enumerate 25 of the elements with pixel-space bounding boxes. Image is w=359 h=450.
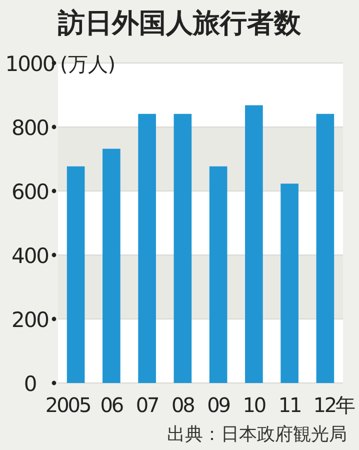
y-tick-label: 200 <box>11 308 49 332</box>
bar <box>174 114 192 383</box>
y-tick-label: 1000 <box>5 52 55 76</box>
bar <box>209 166 228 383</box>
bar <box>66 166 85 383</box>
x-tick-label: 08 <box>171 393 195 417</box>
x-tick-label: 09 <box>207 393 230 417</box>
y-tick-label: 400 <box>11 244 49 268</box>
y-tick-label: 0 <box>24 372 36 396</box>
x-tick-label: 10 <box>242 393 266 417</box>
x-tick-label: 12年 <box>313 393 356 417</box>
x-tick-label: 2005 <box>45 393 90 417</box>
x-tick-label: 11 <box>278 393 301 417</box>
x-tick-label: 07 <box>136 393 160 417</box>
x-tick-label: 06 <box>100 393 124 417</box>
chart-title: 訪日外国人旅行者数 <box>57 8 302 39</box>
bar <box>316 114 334 383</box>
bar <box>102 148 120 383</box>
bar <box>138 114 156 383</box>
bar <box>280 184 298 383</box>
y-axis-title: (万人) <box>60 52 116 76</box>
y-tick-label: 600 <box>11 180 49 204</box>
bar <box>245 105 263 383</box>
y-tick-label: 800 <box>11 116 49 140</box>
source-note: 出典：日本政府観光局 <box>167 424 347 445</box>
